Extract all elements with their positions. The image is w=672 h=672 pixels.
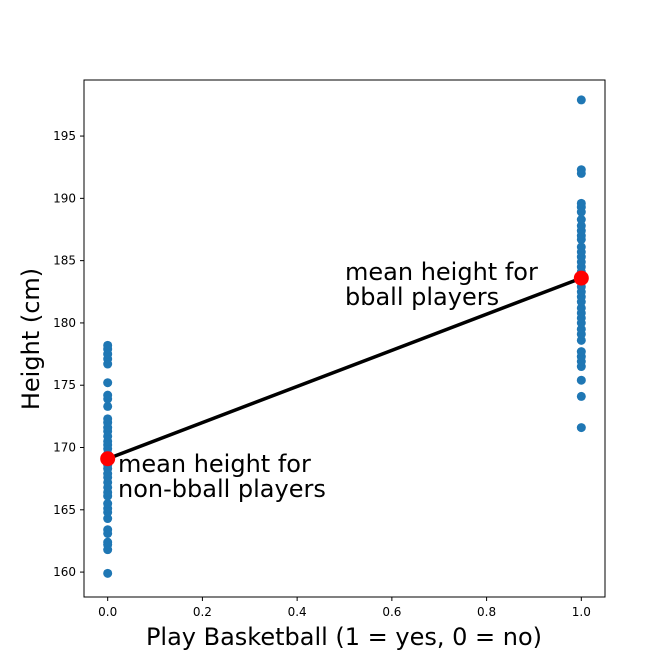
x-tick-label: 0.0 xyxy=(98,605,117,619)
data-point xyxy=(103,537,113,547)
data-point xyxy=(576,335,586,345)
data-point xyxy=(576,221,586,231)
data-point xyxy=(576,347,586,357)
data-point xyxy=(576,303,586,313)
x-tick-label: 0.2 xyxy=(193,605,212,619)
data-point xyxy=(103,378,113,388)
y-tick-label: 160 xyxy=(53,565,76,579)
mean-connecting-line xyxy=(107,276,582,461)
data-point xyxy=(103,568,113,578)
annotation-bball-line1: mean height for xyxy=(345,258,538,286)
y-tick-label: 190 xyxy=(53,191,76,205)
data-point xyxy=(576,198,586,208)
data-point xyxy=(103,499,113,509)
mean-marker xyxy=(573,270,589,286)
data-point xyxy=(576,242,586,252)
mean-line-layer xyxy=(107,276,582,461)
data-point xyxy=(576,391,586,401)
data-point xyxy=(103,525,113,535)
y-axis: 160 165 170 175 180 185 190 195 xyxy=(53,129,84,579)
data-point xyxy=(103,401,113,411)
y-tick-label: 175 xyxy=(53,378,76,392)
data-points xyxy=(103,95,586,578)
y-tick-label: 180 xyxy=(53,316,76,330)
data-point xyxy=(103,340,113,350)
annotation-bball-line2: bball players xyxy=(345,283,499,311)
annotation-non-bball-line2: non-bball players xyxy=(118,475,326,503)
y-tick-label: 165 xyxy=(53,503,76,517)
mean-markers xyxy=(100,270,589,467)
x-axis: 0.0 0.2 0.4 0.6 0.8 1.0 xyxy=(98,597,591,619)
x-tick-label: 0.8 xyxy=(477,605,496,619)
mean-marker xyxy=(100,451,116,467)
plot-frame xyxy=(83,79,606,598)
data-point xyxy=(103,414,113,424)
y-tick-label: 170 xyxy=(53,441,76,455)
x-tick-label: 1.0 xyxy=(572,605,591,619)
data-point xyxy=(103,514,113,524)
data-point xyxy=(576,215,586,225)
data-point xyxy=(576,95,586,105)
data-point xyxy=(576,324,586,334)
x-tick-label: 0.4 xyxy=(288,605,307,619)
x-tick-label: 0.6 xyxy=(382,605,401,619)
data-point xyxy=(576,165,586,175)
y-axis-title: Height (cm) xyxy=(17,268,45,410)
data-point xyxy=(576,375,586,385)
x-axis-title: Play Basketball (1 = yes, 0 = no) xyxy=(146,623,542,651)
y-tick-label: 185 xyxy=(53,254,76,268)
y-tick-label: 195 xyxy=(53,129,76,143)
data-point xyxy=(103,390,113,400)
annotation-non-bball-line1: mean height for xyxy=(118,450,311,478)
data-point xyxy=(576,423,586,433)
